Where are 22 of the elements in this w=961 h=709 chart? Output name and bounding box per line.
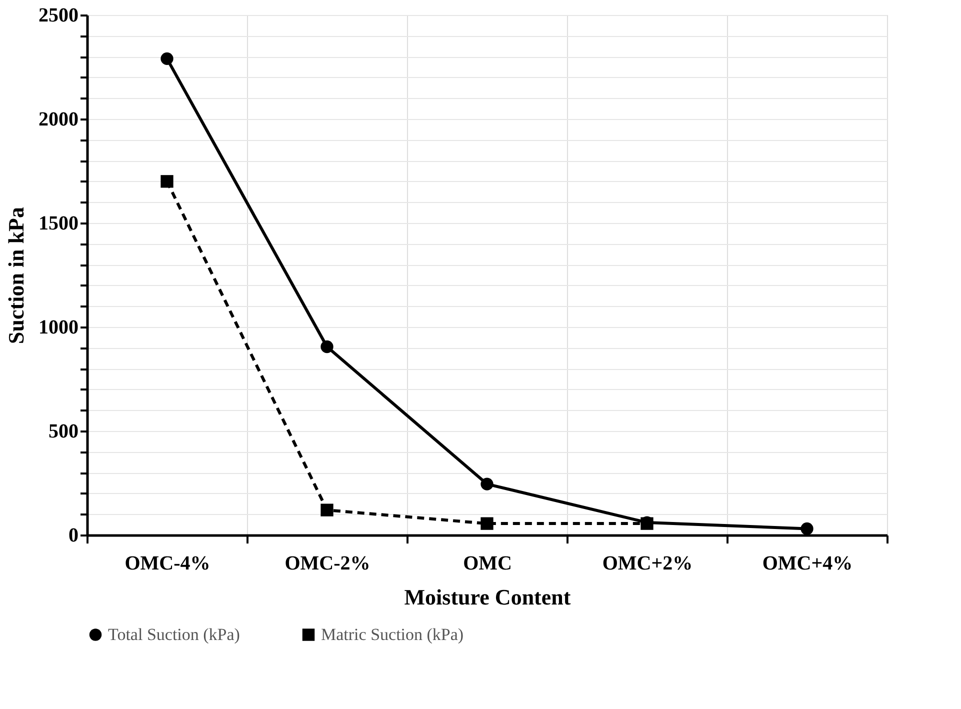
x-tick-label: OMC+2% bbox=[602, 552, 693, 574]
point bbox=[320, 504, 334, 516]
x-tick-label: OMC bbox=[463, 552, 512, 574]
point bbox=[160, 175, 174, 188]
x-tick-label: OMC+4% bbox=[762, 552, 853, 574]
x-tick-label: OMC-2% bbox=[284, 552, 370, 574]
point bbox=[480, 478, 494, 490]
y-axis-title: Suction in kPa bbox=[4, 207, 28, 344]
legend-label: Matric Suction (kPa) bbox=[321, 624, 464, 644]
x-tick-label: OMC-4% bbox=[124, 552, 210, 574]
point bbox=[320, 340, 334, 354]
point bbox=[800, 522, 814, 536]
y-tick-label: 2500 bbox=[38, 4, 78, 26]
y-tick-label: 1500 bbox=[38, 212, 78, 234]
x-axis-title: Moisture Content bbox=[404, 584, 572, 610]
point bbox=[480, 517, 494, 530]
point bbox=[160, 52, 174, 65]
y-tick-label: 2000 bbox=[38, 108, 78, 130]
y-tick-label: 0 bbox=[68, 524, 78, 546]
y-tick-label: 500 bbox=[48, 420, 78, 442]
y-tick-label: 1000 bbox=[38, 316, 78, 338]
legend-label: Total Suction (kPa) bbox=[108, 624, 240, 644]
